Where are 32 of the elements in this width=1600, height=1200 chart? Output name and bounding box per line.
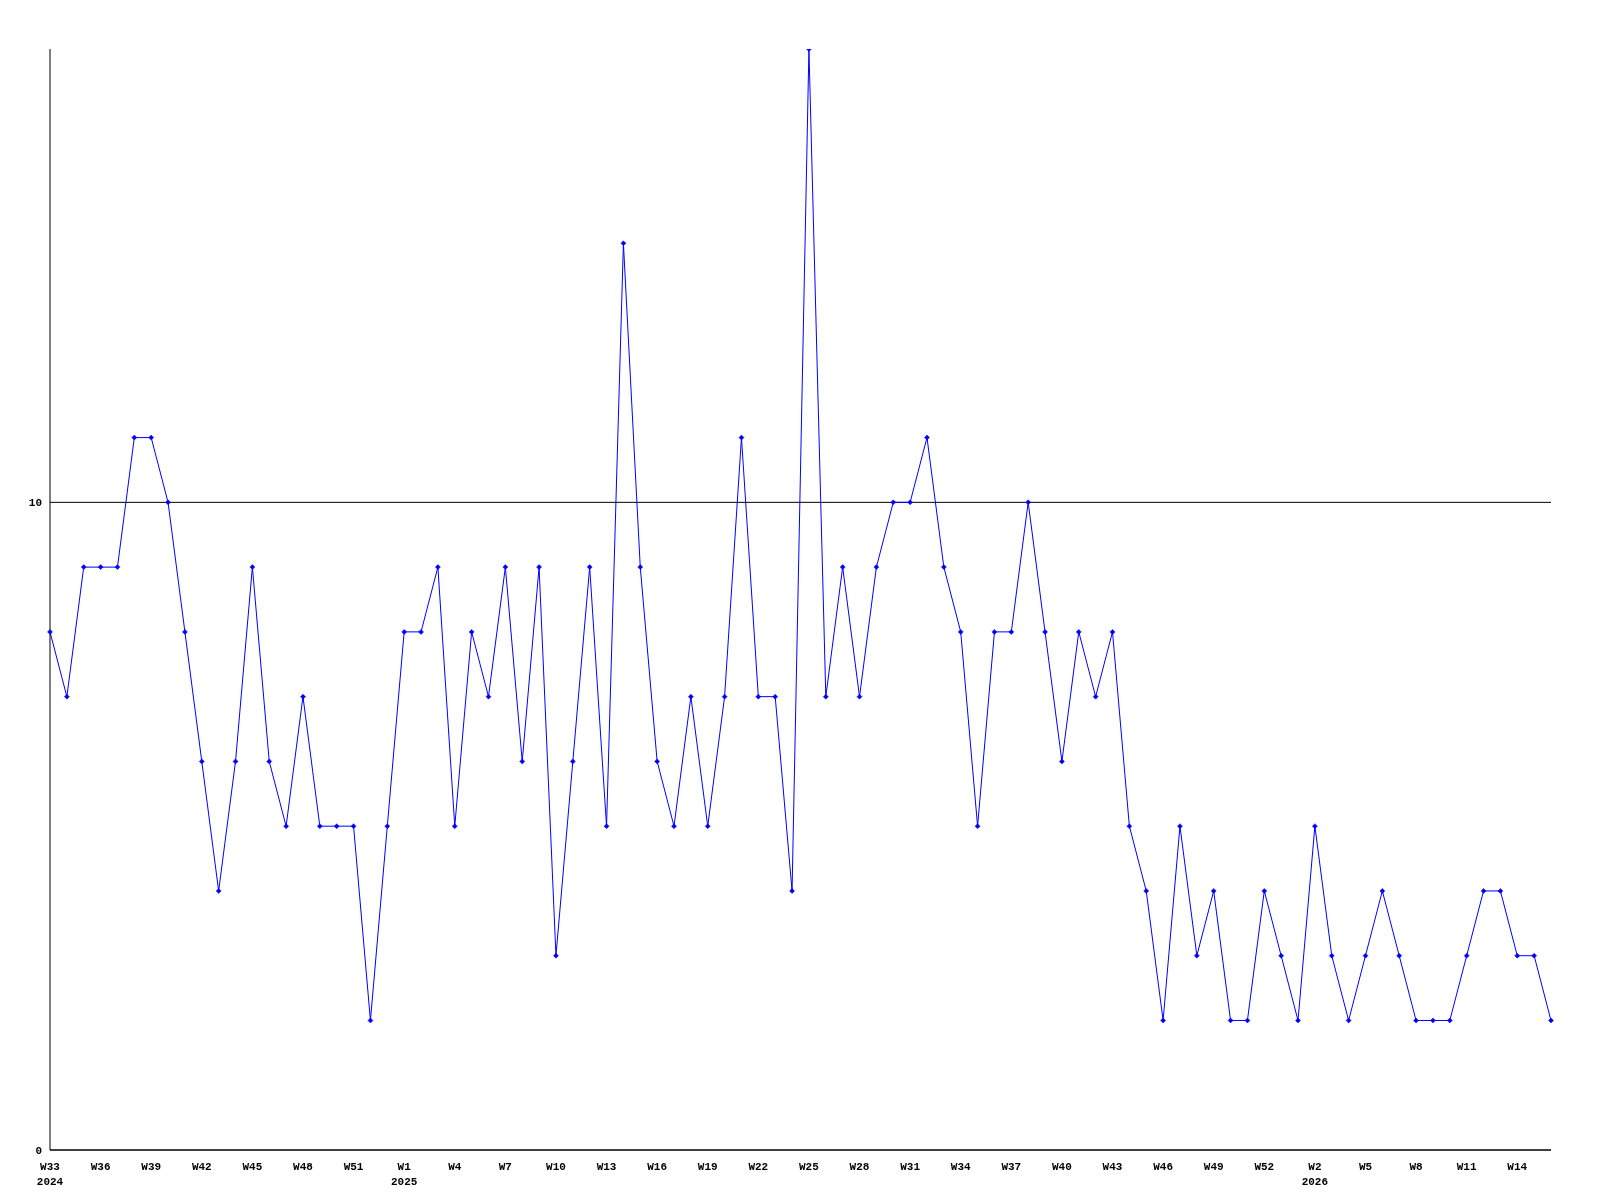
x-tick-label: W37 <box>1001 1161 1022 1173</box>
x-tick-label: W36 <box>90 1161 111 1173</box>
x-tick-label: W48 <box>293 1161 314 1173</box>
x-tick-label: W14 <box>1507 1161 1528 1173</box>
x-tick-label: W33 2024 <box>36 1161 64 1188</box>
x-tick-label: W8 <box>1409 1161 1424 1173</box>
x-tick-label: W22 <box>748 1161 769 1173</box>
x-tick-label: W52 <box>1254 1161 1275 1173</box>
x-tick-label: W25 <box>799 1161 820 1173</box>
x-tick-label: W45 <box>242 1161 263 1173</box>
x-tick-label: W34 <box>950 1161 972 1173</box>
x-tick-label: W11 <box>1456 1161 1477 1173</box>
y-tick-label: 10 <box>28 497 42 510</box>
x-tick-label: W7 <box>498 1161 512 1173</box>
x-tick-label: W4 <box>448 1161 462 1173</box>
x-tick-label: W39 <box>141 1161 162 1173</box>
x-tick-label: W43 <box>1102 1161 1123 1173</box>
x-tick-label: W16 <box>647 1161 668 1173</box>
x-tick-label: W5 <box>1358 1161 1373 1173</box>
x-tick-label: W46 <box>1153 1161 1174 1173</box>
x-tick-label: W19 <box>697 1161 718 1173</box>
x-tick-label: W10 <box>546 1161 566 1173</box>
x-tick-label: W49 <box>1203 1161 1224 1173</box>
x-tick-label: W2 2026 <box>1301 1161 1329 1188</box>
x-tick-label: W1 2025 <box>390 1161 418 1188</box>
y-tick-label: 0 <box>35 1144 42 1157</box>
x-tick-label: W51 <box>343 1161 364 1173</box>
x-tick-label: W31 <box>900 1161 921 1173</box>
x-tick-label: W28 <box>849 1161 870 1173</box>
x-tick-label: W42 <box>191 1161 212 1173</box>
x-tick-label: W13 <box>596 1161 617 1173</box>
x-tick-label: W40 <box>1052 1161 1072 1173</box>
